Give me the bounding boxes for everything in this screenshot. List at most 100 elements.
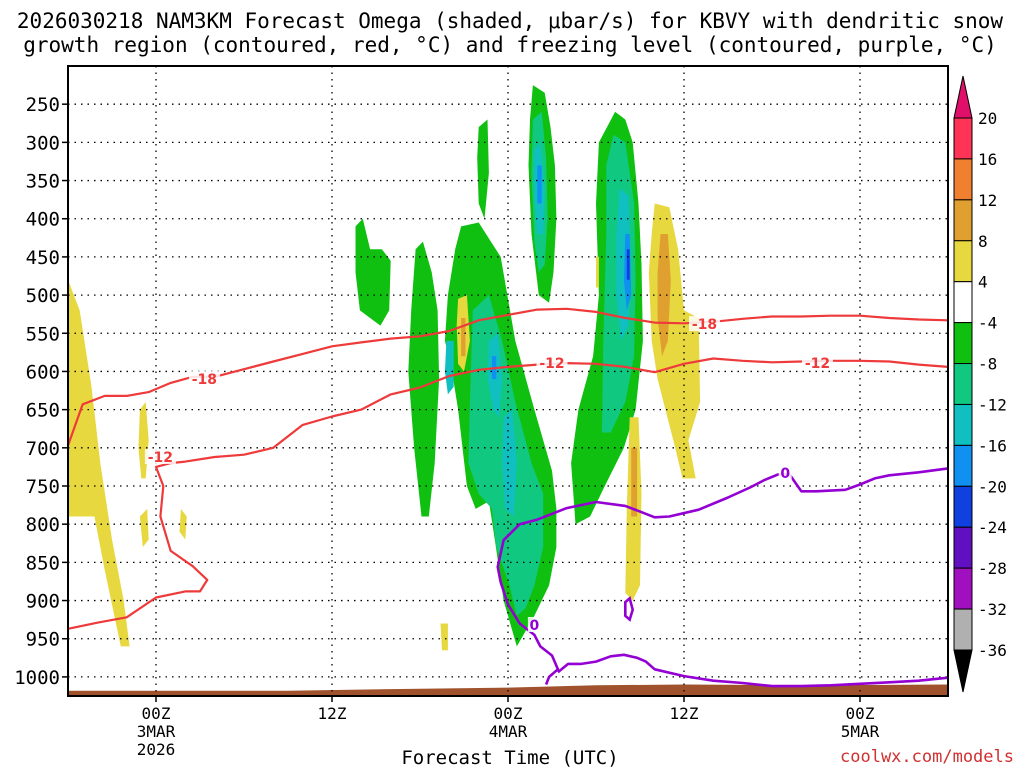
contour-label-bg-0	[188, 371, 220, 387]
colorbar-swatch-7	[953, 403, 973, 446]
contour-label-bg-3	[536, 355, 568, 371]
omega-region-29	[461, 318, 466, 357]
dgz-contour-minus18	[66, 307, 949, 446]
omega-region-14	[537, 165, 542, 204]
dgz-contour-minus12	[67, 357, 949, 630]
colorbar: 20 16 12 8 4 -4 -8 -12 -16 -20 -24 -28 -32 -36	[953, 75, 1007, 693]
x-tick-sublabel-0-1: 2026	[137, 740, 176, 759]
y-tick-label-900: 900	[26, 591, 60, 613]
colorbar-label-11: -28	[978, 559, 1007, 578]
contour-label-5: 0	[780, 466, 790, 482]
x-tick-label-3: 12Z	[670, 704, 699, 723]
x-axis-label: Forecast Time (UTC)	[401, 747, 618, 768]
colorbar-swatch-6	[953, 363, 973, 405]
colorbar-swatch-8	[953, 444, 973, 487]
colorbar-swatch-10	[953, 526, 973, 569]
colorbar-swatch-5	[953, 322, 973, 365]
freezing-level-closed-contour	[623, 595, 635, 622]
contour-label-4: -12	[805, 356, 830, 372]
omega-region-4	[355, 218, 391, 326]
colorbar-label-7: -12	[978, 395, 1007, 414]
colorbar-label-3: 8	[978, 232, 988, 251]
x-tick-label-0: 00Z	[142, 704, 171, 723]
colorbar-swatch-1	[953, 158, 973, 201]
contour-label-0: -18	[192, 372, 217, 388]
omega-region-18	[68, 279, 130, 647]
x-tick-label-1: 12Z	[318, 704, 347, 723]
omega-region-23	[440, 623, 448, 651]
colorbar-label-12: -32	[978, 600, 1007, 619]
colorbar-swatch-12	[953, 608, 973, 651]
y-tick-label-850: 850	[26, 552, 60, 574]
omega-region-12	[502, 409, 517, 517]
contour-label-bg-6	[527, 616, 541, 632]
contour-layer	[66, 307, 949, 688]
freezing-level-contour-lower	[557, 653, 949, 688]
colorbar-label-13: -36	[978, 641, 1007, 660]
contour-labels: -18 -12 -18 -12 -12 0 0	[144, 316, 833, 634]
colorbar-swatch-11	[953, 567, 973, 610]
colorbar-top-arrow	[953, 75, 973, 119]
y-tick-label-450: 450	[26, 247, 60, 269]
y-tick-label-500: 500	[26, 285, 60, 307]
x-tick-sublabel-2-0: 4MAR	[489, 722, 528, 741]
contour-label-bg-5	[778, 465, 792, 481]
contour-label-2: -18	[692, 317, 717, 333]
omega-region-28	[631, 447, 638, 517]
colorbar-swatch-2	[953, 199, 973, 242]
colorbar-label-5: -4	[978, 314, 997, 333]
colorbar-label-9: -20	[978, 477, 1007, 496]
contour-label-6: 0	[530, 618, 540, 634]
colorbar-label-0: 20	[978, 109, 997, 128]
colorbar-label-10: -24	[978, 518, 1007, 537]
x-tick-sublabel-4-0: 5MAR	[841, 722, 880, 741]
colorbar-bottom-arrow	[953, 649, 973, 693]
colorbar-label-6: -8	[978, 355, 997, 374]
y-tick-label-800: 800	[26, 514, 60, 536]
contour-label-1: -12	[148, 450, 173, 466]
chart-title-line2: growth region (contoured, red, °C) and f…	[23, 33, 997, 57]
y-tick-label-950: 950	[26, 629, 60, 651]
colorbar-label-2: 12	[978, 191, 997, 210]
omega-region-5	[477, 119, 489, 219]
credit-text: coolwx.com/models	[840, 747, 1014, 767]
y-tick-label-250: 250	[26, 94, 60, 116]
omega-region-20	[139, 508, 149, 548]
omega-region-1	[408, 241, 440, 517]
y-tick-label-650: 650	[26, 400, 60, 422]
contour-label-3: -12	[539, 356, 564, 372]
contour-label-bg-2	[689, 316, 721, 332]
y-tick-label-1000: 1000	[14, 667, 60, 689]
omega-shading-layer	[68, 85, 701, 651]
colorbar-swatch-3	[953, 240, 973, 283]
y-tick-label-750: 750	[26, 476, 60, 498]
y-tick-label-550: 550	[26, 323, 60, 345]
contour-label-bg-4	[801, 355, 833, 371]
colorbar-swatch-0	[953, 117, 973, 160]
omega-region-16	[626, 249, 630, 280]
colorbar-swatch-9	[953, 485, 973, 528]
contour-label-bg-1	[144, 448, 176, 464]
freezing-level-contour	[496, 467, 949, 685]
y-tick-label-600: 600	[26, 361, 60, 383]
chart-title-line1: 2026030218 NAM3KM Forecast Omega (shaded…	[17, 9, 1004, 33]
gridlines	[68, 66, 948, 696]
y-tick-label-300: 300	[26, 132, 60, 154]
y-axis: 250 300 350 400 450 500 550 600 650 700 750 800 850 9…	[14, 94, 68, 689]
x-tick-label-2: 00Z	[494, 704, 523, 723]
omega-region-21	[179, 508, 187, 540]
omega-region-26	[596, 256, 599, 288]
y-tick-label-700: 700	[26, 438, 60, 460]
x-tick-sublabel-0-0: 3MAR	[137, 722, 176, 741]
colorbar-label-4: 4	[978, 273, 988, 292]
colorbar-label-8: -16	[978, 436, 1007, 455]
colorbar-swatch-4	[953, 281, 973, 324]
y-tick-label-400: 400	[26, 209, 60, 231]
x-tick-label-4: 00Z	[846, 704, 875, 723]
omega-region-13	[444, 340, 454, 395]
colorbar-label-1: 16	[978, 150, 997, 169]
y-tick-label-350: 350	[26, 171, 60, 193]
omega-region-27	[657, 234, 671, 357]
